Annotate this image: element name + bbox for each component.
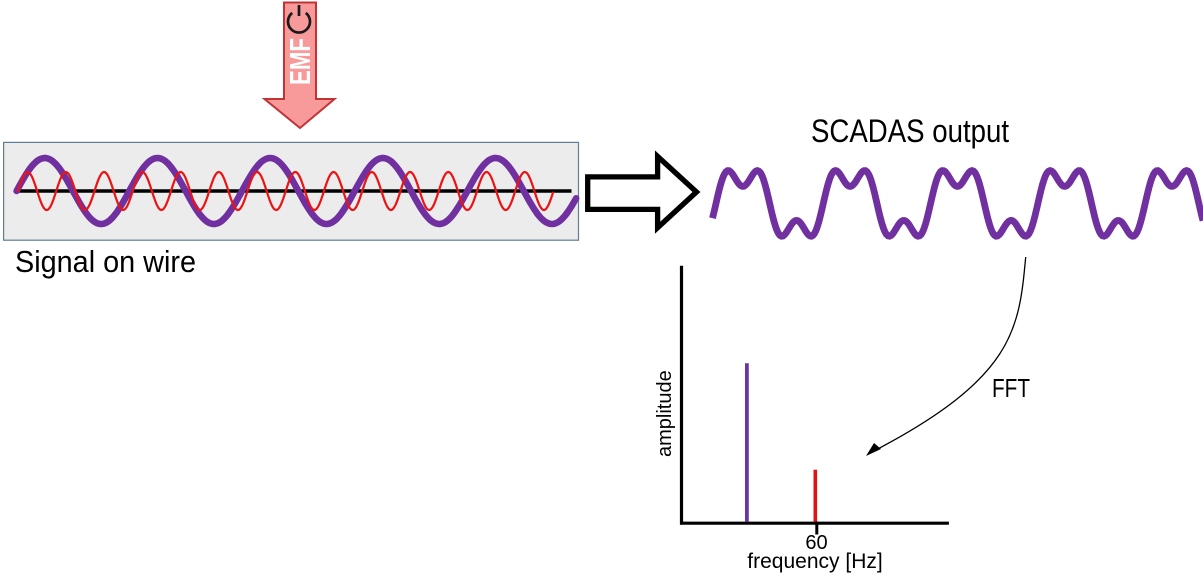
- svg-text:Signal on wire: Signal on wire: [15, 244, 196, 279]
- svg-text:EMF: EMF: [285, 38, 317, 85]
- svg-text:amplitude: amplitude: [654, 370, 676, 457]
- svg-text:SCADAS output: SCADAS output: [811, 113, 1009, 149]
- svg-text:FFT: FFT: [992, 373, 1030, 403]
- svg-text:frequency [Hz]: frequency [Hz]: [747, 550, 882, 573]
- svg-text:60: 60: [805, 532, 827, 554]
